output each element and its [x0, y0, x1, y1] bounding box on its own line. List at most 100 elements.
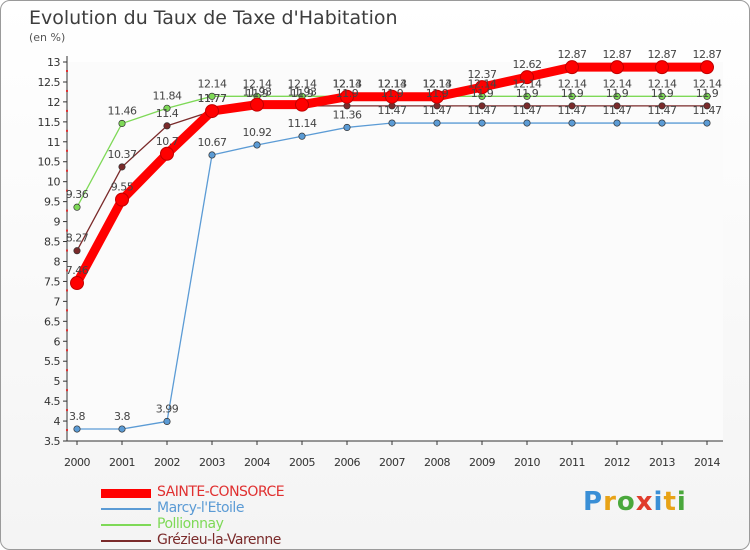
data-label: 11.93 — [243, 86, 272, 99]
x-tick-label: 2004 — [244, 456, 270, 469]
plot-area — [67, 62, 723, 441]
data-label: 12.14 — [423, 77, 452, 90]
data-label: 12.14 — [333, 77, 362, 90]
data-label: 11.93 — [288, 86, 317, 99]
y-tick-label: 5.5 — [44, 355, 60, 368]
y-axis-marker — [66, 289, 68, 292]
data-point — [115, 192, 129, 207]
legend-swatch — [101, 488, 151, 498]
data-point — [568, 102, 576, 110]
data-point — [613, 119, 621, 127]
data-point — [703, 102, 711, 110]
data-label: 12.87 — [603, 48, 632, 61]
y-tick-label: 8.5 — [44, 236, 60, 249]
data-point — [295, 97, 309, 112]
y-axis-marker — [66, 129, 68, 132]
legend-swatch — [101, 508, 151, 510]
data-point — [655, 60, 669, 75]
data-point — [118, 119, 126, 127]
data-label: 3.8 — [114, 410, 130, 423]
data-point — [478, 102, 486, 110]
x-tick-label: 2005 — [289, 456, 315, 469]
data-point — [703, 92, 711, 100]
legend-swatch — [101, 540, 151, 542]
y-tick-label: 11 — [47, 136, 60, 149]
data-label: 10.37 — [108, 148, 137, 161]
data-point — [250, 97, 264, 112]
legend-item: Marcy-l'Etoile — [101, 500, 361, 517]
y-tick-label: 12.5 — [38, 76, 61, 89]
x-tick-label: 2014 — [694, 456, 720, 469]
data-label: 12.37 — [468, 68, 497, 81]
data-point — [385, 89, 399, 104]
data-point — [253, 141, 261, 149]
y-axis-marker — [66, 409, 68, 412]
data-label: 12.14 — [603, 77, 632, 90]
data-label: 12.14 — [198, 77, 227, 90]
y-tick-label: 9.5 — [44, 196, 60, 209]
legend-label: Grézieu-la-Varenne — [157, 532, 281, 548]
x-tick-label: 2010 — [514, 456, 540, 469]
data-point — [568, 119, 576, 127]
y-axis-marker — [66, 349, 68, 352]
logo-letter: t — [663, 487, 677, 517]
y-tick-label: 9 — [54, 216, 61, 229]
y-axis-marker — [66, 229, 68, 232]
data-point — [703, 119, 711, 127]
data-point — [568, 92, 576, 100]
data-label: 11.47 — [558, 104, 587, 117]
y-tick-label: 4 — [54, 415, 61, 428]
y-tick-label: 10.5 — [38, 156, 61, 169]
x-tick-label: 2006 — [334, 456, 360, 469]
x-tick-label: 2007 — [379, 456, 405, 469]
data-label: 11.9 — [471, 87, 494, 100]
data-label: 12.62 — [513, 58, 542, 71]
data-label: 10.7 — [156, 135, 179, 148]
logo-letter: o — [616, 487, 636, 517]
data-label: 12.14 — [648, 77, 677, 90]
data-label: 3.99 — [156, 402, 179, 415]
data-label: 11.4 — [156, 107, 179, 120]
data-point — [478, 119, 486, 127]
data-label: 11.9 — [291, 87, 314, 100]
y-tick-label: 7.5 — [44, 275, 60, 288]
data-point — [163, 104, 171, 112]
data-label: 12.13 — [378, 78, 407, 91]
data-point — [118, 163, 126, 171]
data-point — [70, 276, 84, 291]
data-point — [523, 92, 531, 100]
legend-label: Marcy-l'Etoile — [157, 500, 244, 516]
y-axis-marker — [66, 369, 68, 372]
y-tick-label: 10 — [47, 176, 60, 189]
y-axis-marker — [66, 269, 68, 272]
data-point — [163, 122, 171, 130]
logo-letter: r — [603, 487, 617, 517]
legend: SAINTE-CONSORCE Marcy-l'Etoile Pollionnay G… — [101, 484, 361, 549]
data-point — [73, 247, 81, 255]
data-point — [610, 60, 624, 75]
data-point — [520, 70, 534, 85]
data-label: 11.47 — [513, 104, 542, 117]
data-label: 11.9 — [651, 87, 674, 100]
data-point — [658, 119, 666, 127]
y-tick-label: 8 — [54, 255, 61, 268]
data-point — [658, 92, 666, 100]
data-label: 10.92 — [243, 126, 272, 139]
x-tick-label: 2011 — [559, 456, 585, 469]
y-axis-marker — [66, 429, 68, 432]
data-label: 11.9 — [606, 87, 629, 100]
y-tick-label: 3.5 — [44, 435, 60, 448]
y-axis-marker — [66, 209, 68, 212]
y-tick-label: 13 — [47, 56, 60, 69]
x-tick-label: 2002 — [154, 456, 180, 469]
data-label: 12.87 — [558, 48, 587, 61]
legend-label: SAINTE-CONSORCE — [157, 484, 285, 500]
data-point — [208, 151, 216, 159]
data-label: 11.47 — [468, 104, 497, 117]
x-tick-label: 2009 — [469, 456, 495, 469]
logo-letter: i — [676, 487, 687, 517]
x-tick-label: 2008 — [424, 456, 450, 469]
data-label: 10.67 — [198, 136, 227, 149]
data-point — [208, 92, 216, 100]
